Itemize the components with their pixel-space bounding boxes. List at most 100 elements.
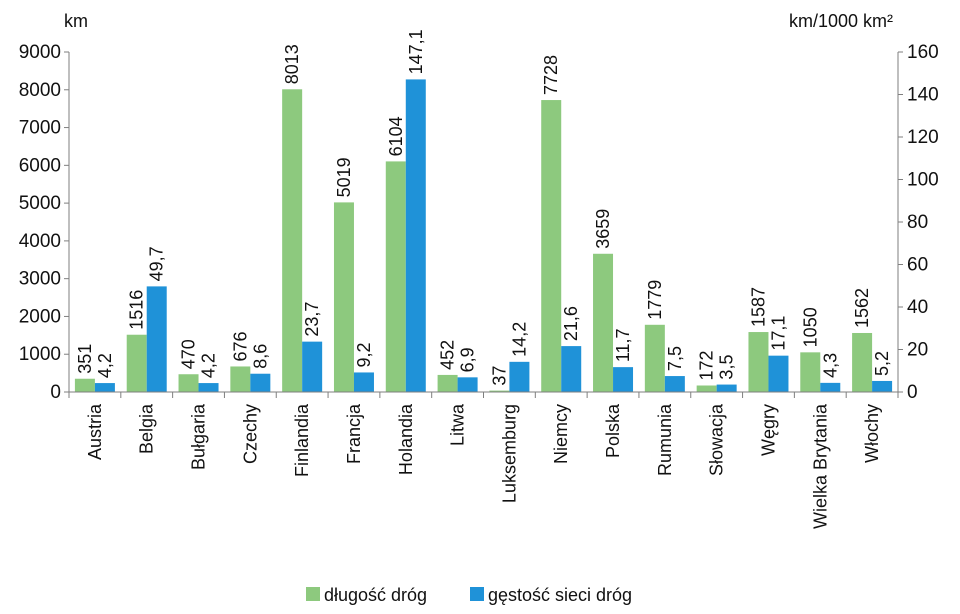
right-tick-label: 0 xyxy=(907,382,918,403)
data-label-dlugosc-drog-niemcy: 7728 xyxy=(541,55,561,95)
data-label-gestosc-sieci-drog-bulgaria: 4,2 xyxy=(199,353,219,378)
right-tick-label: 140 xyxy=(907,85,939,106)
data-label-gestosc-sieci-drog-slowacja: 3,5 xyxy=(717,355,737,380)
category-label-litwa: Litwa xyxy=(448,403,468,446)
bar-dlugosc-drog-wlochy xyxy=(852,332,873,392)
bar-gestosc-sieci-drog-rumunia xyxy=(664,376,685,392)
bar-gestosc-sieci-drog-wlochy xyxy=(872,380,893,392)
right-tick-label: 20 xyxy=(907,340,928,361)
data-label-gestosc-sieci-drog-francja: 9,2 xyxy=(354,342,374,367)
bar-dlugosc-drog-luksemburg xyxy=(489,390,510,392)
left-tick-label: 3000 xyxy=(19,269,61,290)
bar-dlugosc-drog-wegry xyxy=(748,332,769,392)
category-label-austria: Austria xyxy=(85,403,105,460)
left-tick-label: 5000 xyxy=(19,193,61,214)
x-axis: Austria Belgia Bułgaria Czechy Finlandia Fran… xyxy=(68,391,899,529)
data-label-dlugosc-drog-czechy: 676 xyxy=(230,331,250,361)
bar-gestosc-sieci-drog-czechy xyxy=(250,373,271,392)
data-label-gestosc-sieci-drog-belgia: 49,7 xyxy=(147,246,167,281)
right-tick-label: 100 xyxy=(907,170,939,191)
bars xyxy=(74,79,893,392)
bar-gestosc-sieci-drog-francja xyxy=(353,372,374,392)
category-label-wlochy: Włochy xyxy=(862,404,882,463)
right-tick-label: 80 xyxy=(907,212,928,233)
bar-dlugosc-drog-niemcy xyxy=(541,100,562,392)
left-unit-label: km xyxy=(64,11,88,31)
bar-gestosc-sieci-drog-wegry xyxy=(768,355,789,392)
data-label-dlugosc-drog-bulgaria: 470 xyxy=(179,339,199,369)
data-label-dlugosc-drog-holandia: 6104 xyxy=(386,116,406,156)
data-label-dlugosc-drog-francja: 5019 xyxy=(334,157,354,197)
data-label-dlugosc-drog-slowacja: 172 xyxy=(697,350,717,380)
data-label-dlugosc-drog-wielka-brytania: 1050 xyxy=(800,307,820,347)
bar-dlugosc-drog-finlandia xyxy=(282,89,303,392)
category-label-wielka-brytania: Wielka Brytania xyxy=(810,403,830,529)
bar-dlugosc-drog-rumunia xyxy=(644,324,665,392)
category-label-niemcy: Niemcy xyxy=(551,404,571,464)
data-label-dlugosc-drog-wlochy: 1562 xyxy=(852,288,872,328)
data-label-gestosc-sieci-drog-litwa: 6,9 xyxy=(458,347,478,372)
data-label-dlugosc-drog-belgia: 1516 xyxy=(127,290,147,330)
category-label-czechy: Czechy xyxy=(240,404,260,464)
left-tick-label: 0 xyxy=(50,382,61,403)
category-label-bulgaria: Bułgaria xyxy=(189,403,209,470)
data-label-gestosc-sieci-drog-wielka-brytania: 4,3 xyxy=(820,353,840,378)
bar-gestosc-sieci-drog-holandia xyxy=(405,79,426,392)
data-label-gestosc-sieci-drog-holandia: 147,1 xyxy=(406,29,426,74)
left-tick-label: 9000 xyxy=(19,42,61,63)
category-label-belgia: Belgia xyxy=(137,403,157,454)
legend-label-gestosc-sieci-drog: gęstość sieci dróg xyxy=(488,585,632,605)
bar-dlugosc-drog-austria xyxy=(74,378,95,392)
data-label-gestosc-sieci-drog-polska: 11,7 xyxy=(613,328,633,362)
right-unit-label: km/1000 km² xyxy=(789,11,893,31)
bar-dlugosc-drog-bulgaria xyxy=(178,374,199,392)
data-label-dlugosc-drog-luksemburg: 37 xyxy=(489,366,509,386)
category-label-slowacja: Słowacja xyxy=(707,403,727,476)
category-label-holandia: Holandia xyxy=(396,403,416,475)
data-label-dlugosc-drog-austria: 351 xyxy=(75,344,95,374)
bar-gestosc-sieci-drog-belgia xyxy=(146,286,167,392)
bar-gestosc-sieci-drog-slowacja xyxy=(716,384,737,392)
data-label-gestosc-sieci-drog-rumunia: 7,5 xyxy=(665,346,685,371)
category-label-rumunia: Rumunia xyxy=(655,403,675,476)
data-label-gestosc-sieci-drog-czechy: 8,6 xyxy=(250,344,270,369)
left-axis: 0 1000 2000 3000 4000 5000 6000 7000 8000 9000 xyxy=(19,42,70,403)
bar-gestosc-sieci-drog-bulgaria xyxy=(198,383,219,392)
bar-dlugosc-drog-belgia xyxy=(126,334,147,392)
data-label-gestosc-sieci-drog-wegry: 17,1 xyxy=(768,316,788,351)
data-label-dlugosc-drog-litwa: 452 xyxy=(438,340,458,370)
legend-swatch-gestosc-sieci-drog xyxy=(470,587,484,601)
category-label-polska: Polska xyxy=(603,403,623,458)
left-tick-label: 4000 xyxy=(19,231,61,252)
bar-dlugosc-drog-holandia xyxy=(385,161,406,392)
right-tick-label: 160 xyxy=(907,42,939,63)
data-labels: 351 1516 470 676 8013 5019 6104 452 37 7728 3659 17… xyxy=(75,29,892,385)
right-axis: 0 20 40 60 80 100 120 140 160 xyxy=(897,42,939,403)
bar-dlugosc-drog-slowacja xyxy=(696,385,717,392)
legend-label-dlugosc-drog: długość dróg xyxy=(324,585,427,605)
data-label-gestosc-sieci-drog-niemcy: 21,6 xyxy=(561,306,581,341)
bar-gestosc-sieci-drog-austria xyxy=(94,383,115,392)
data-label-gestosc-sieci-drog-wlochy: 5,2 xyxy=(872,351,892,376)
left-tick-label: 8000 xyxy=(19,80,61,101)
left-tick-label: 6000 xyxy=(19,155,61,176)
bar-gestosc-sieci-drog-wielka-brytania xyxy=(820,382,841,392)
category-label-finlandia: Finlandia xyxy=(292,403,312,477)
right-tick-label: 120 xyxy=(907,127,939,148)
legend-swatch-dlugosc-drog xyxy=(306,587,320,601)
data-label-gestosc-sieci-drog-austria: 4,2 xyxy=(95,353,115,378)
data-label-gestosc-sieci-drog-luksemburg: 14,2 xyxy=(509,322,529,357)
data-label-dlugosc-drog-rumunia: 1779 xyxy=(645,280,665,320)
data-label-dlugosc-drog-finlandia: 8013 xyxy=(282,44,302,84)
category-label-francja: Francja xyxy=(344,403,364,464)
right-tick-label: 60 xyxy=(907,255,928,276)
data-label-gestosc-sieci-drog-finlandia: 23,7 xyxy=(302,302,322,337)
data-label-dlugosc-drog-wegry: 1587 xyxy=(748,287,768,327)
bar-gestosc-sieci-drog-finlandia xyxy=(302,341,323,392)
bar-dlugosc-drog-wielka-brytania xyxy=(800,352,821,392)
bar-gestosc-sieci-drog-luksemburg xyxy=(509,361,530,392)
bar-dlugosc-drog-czechy xyxy=(230,366,251,392)
left-tick-label: 1000 xyxy=(19,344,61,365)
legend: długość dróg gęstość sieci dróg xyxy=(306,585,632,605)
